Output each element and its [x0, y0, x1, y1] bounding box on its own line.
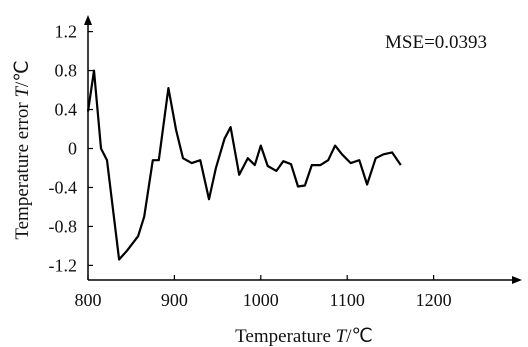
x-axis-arrow: [512, 276, 522, 284]
x-ticks: 800 900 1000 1100 1200: [75, 275, 452, 310]
x-tick-label: 1100: [330, 290, 365, 310]
y-tick-label: 0.8: [55, 61, 78, 81]
x-tick-label: 1200: [416, 290, 452, 310]
y-axis-title-var: T: [12, 86, 33, 98]
y-axis-title-prefix: Temperature error: [12, 98, 33, 240]
x-axis-title-unit: /℃: [346, 326, 373, 347]
x-axis-title: Temperature T/℃: [235, 326, 373, 347]
y-tick-label: 0: [68, 139, 77, 159]
y-axis-arrow: [84, 15, 92, 25]
y-tick-label: 1.2: [55, 22, 78, 42]
y-axis-title-unit: /℃: [12, 60, 33, 87]
y-tick-label: -1.2: [49, 255, 78, 275]
x-tick-label: 800: [75, 290, 102, 310]
x-axis-title-var: T: [336, 326, 348, 347]
x-tick-label: 1000: [243, 290, 279, 310]
y-ticks: 1.2 0.8 0.4 0 -0.4 -0.8 -1.2: [49, 22, 93, 275]
x-axis-title-prefix: Temperature: [235, 326, 335, 347]
y-tick-label: -0.4: [49, 177, 78, 197]
mse-annotation: MSE=0.0393: [385, 32, 487, 53]
series-layer: [86, 69, 402, 261]
y-axis-title: Temperature error T/℃: [12, 60, 33, 239]
x-tick-label: 900: [161, 290, 188, 310]
axes: [84, 15, 522, 284]
y-tick-label: -0.8: [49, 216, 78, 236]
series-line: [86, 69, 402, 261]
y-tick-label: 0.4: [55, 100, 78, 120]
